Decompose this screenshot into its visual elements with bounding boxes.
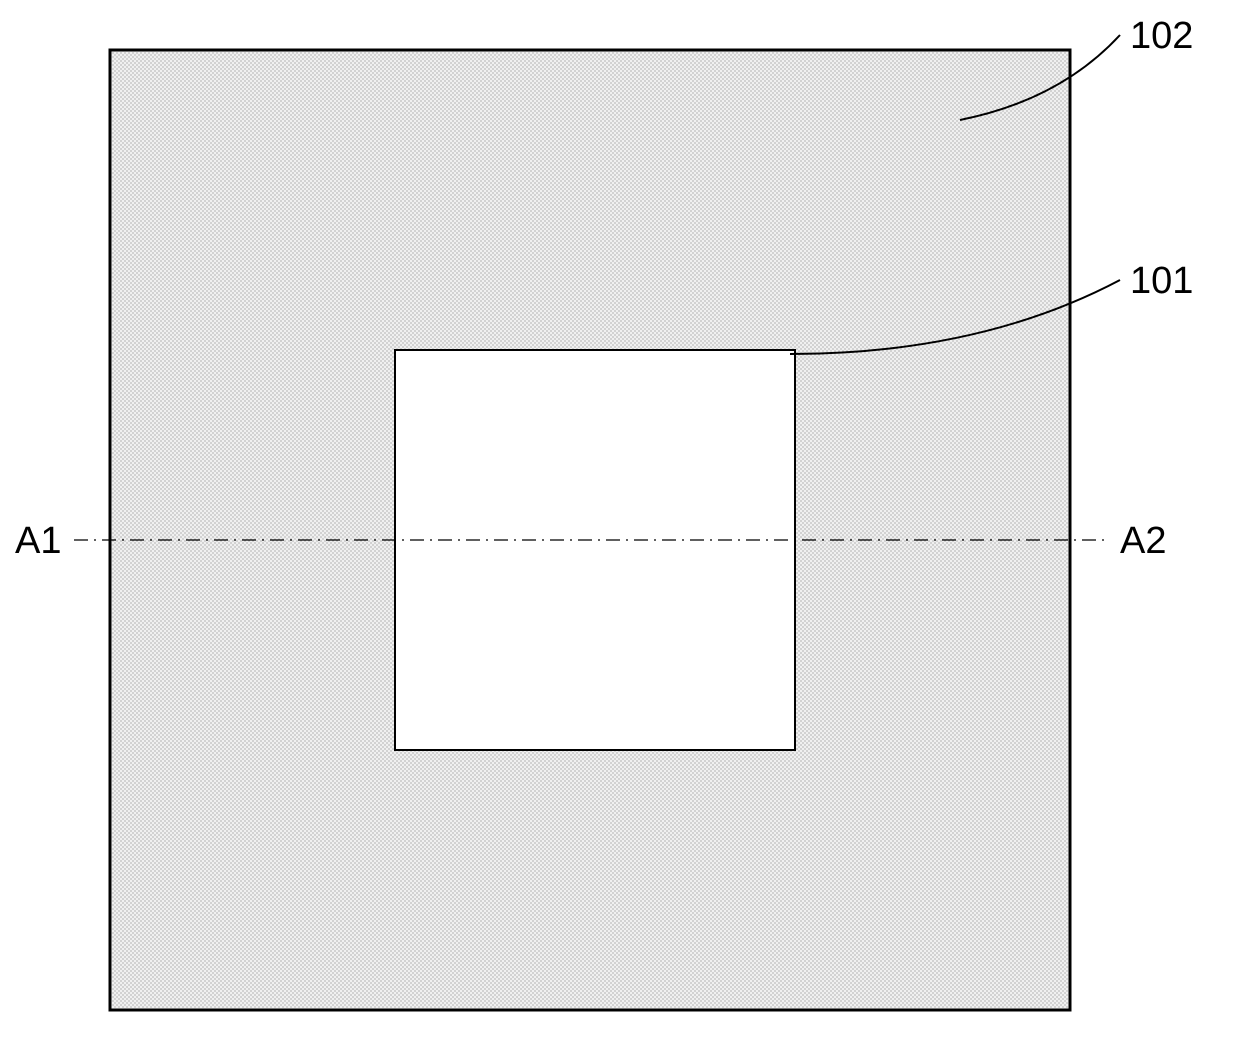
- label-a1: A1: [15, 520, 61, 563]
- label-102: 102: [1130, 15, 1193, 58]
- label-a2: A2: [1120, 520, 1166, 563]
- label-101: 101: [1130, 260, 1193, 303]
- inner-square: [395, 350, 795, 750]
- diagram-container: 102 101 A1 A2: [0, 0, 1240, 1046]
- diagram-svg: [0, 0, 1240, 1046]
